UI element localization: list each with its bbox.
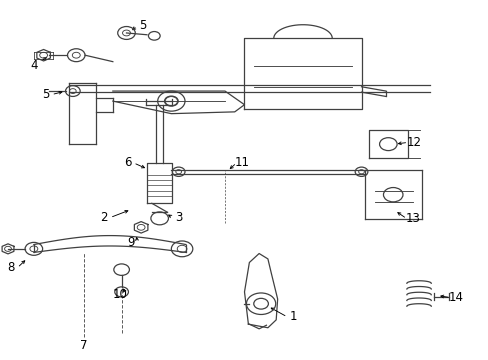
Text: 5: 5 — [139, 19, 146, 32]
Text: 10: 10 — [113, 288, 127, 301]
Text: 12: 12 — [406, 136, 421, 149]
Text: 4: 4 — [30, 59, 38, 72]
Text: 5: 5 — [42, 88, 49, 101]
Text: 3: 3 — [175, 211, 182, 224]
Text: 9: 9 — [127, 236, 135, 249]
Text: 6: 6 — [123, 156, 131, 169]
Text: 14: 14 — [448, 291, 463, 304]
Text: 7: 7 — [80, 339, 87, 352]
Text: 13: 13 — [405, 212, 419, 225]
Text: 2: 2 — [100, 211, 107, 224]
Text: 8: 8 — [8, 261, 15, 274]
Text: 1: 1 — [289, 310, 296, 324]
Text: 11: 11 — [235, 156, 249, 169]
